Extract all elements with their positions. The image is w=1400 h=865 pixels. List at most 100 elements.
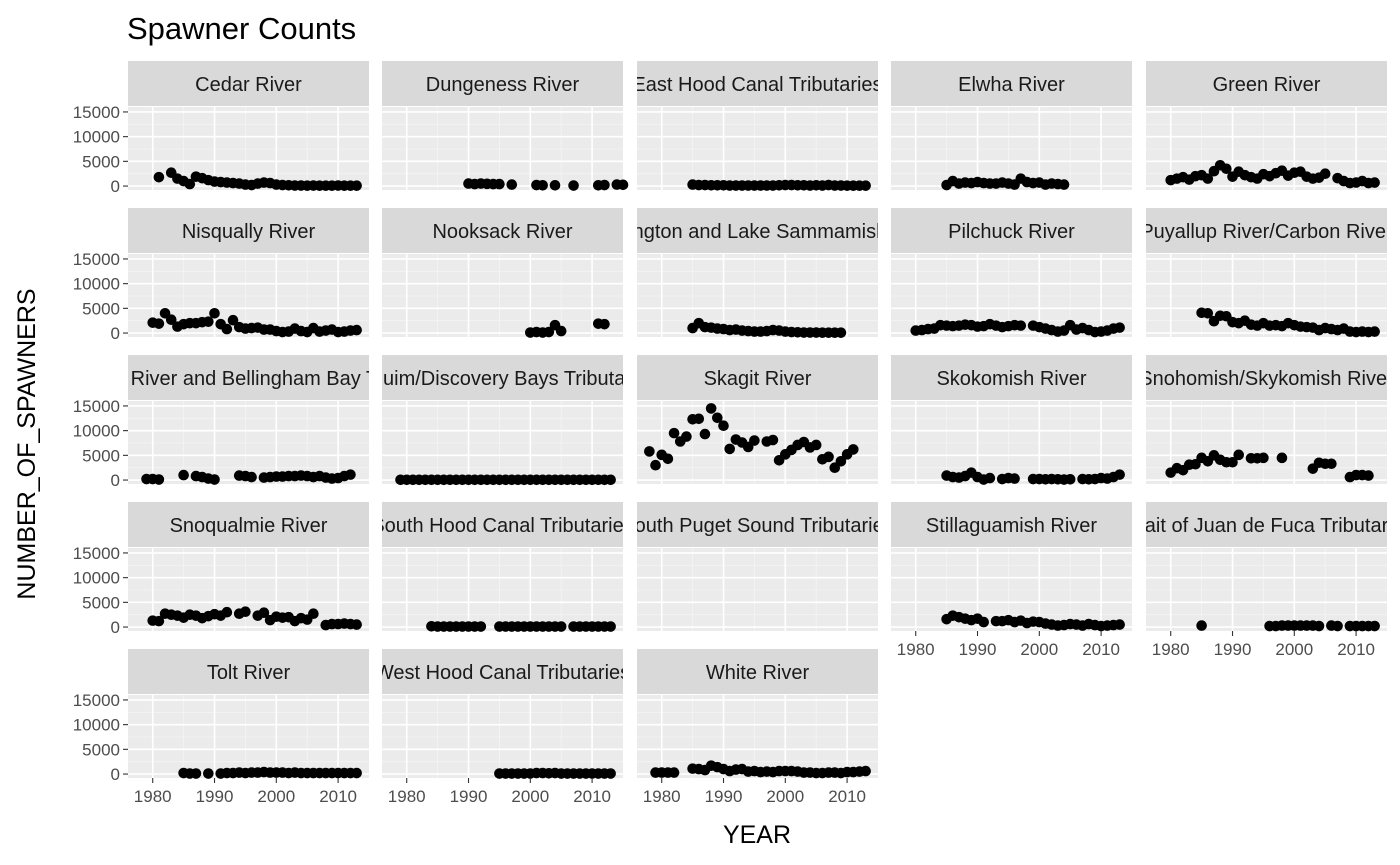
data-points	[941, 610, 1125, 632]
y-tick-label: 0	[111, 471, 120, 490]
facet-strip	[1146, 61, 1387, 106]
data-point	[308, 608, 319, 620]
data-points	[1196, 620, 1380, 632]
y-tick-label: 0	[111, 177, 120, 196]
panel-background	[637, 548, 878, 631]
data-point	[767, 434, 779, 446]
data-points	[1196, 307, 1380, 338]
x-tick-label: 2000	[766, 787, 804, 806]
data-points	[153, 167, 362, 191]
y-tick-label: 5000	[82, 740, 120, 759]
facet-panels: Cedar River 0 5000 10000 15000 Dungeness Rive…	[73, 61, 1400, 806]
panel-snohomish-skykomish-river: Snohomish/Skykomish River	[1146, 355, 1387, 484]
data-points	[395, 474, 616, 486]
facet-strip-label: Cedar River	[195, 74, 302, 96]
x-tick-label: 1980	[388, 787, 426, 806]
facet-strip-label: Elwha River	[958, 74, 1065, 96]
data-point	[227, 314, 239, 326]
data-point	[823, 451, 834, 463]
data-point	[1369, 177, 1380, 188]
data-point	[1326, 458, 1337, 470]
panel-background	[382, 401, 623, 484]
panel-nooksack-river: Nooksack River	[382, 208, 623, 338]
data-points	[687, 179, 871, 191]
data-point	[153, 474, 165, 485]
facet-strip	[128, 649, 369, 694]
y-tick-label: 15000	[73, 691, 120, 710]
data-point	[1202, 307, 1214, 319]
data-point	[681, 431, 692, 442]
data-point	[810, 439, 822, 451]
data-point	[351, 767, 362, 779]
y-tick-label: 15000	[73, 103, 120, 122]
data-point	[1015, 320, 1027, 331]
facet-strip-label: Stillaguamish River	[926, 515, 1098, 537]
x-tick-label: 1990	[196, 787, 234, 806]
panel-background	[637, 107, 878, 190]
facet-strip-label: Nisqually River	[182, 221, 316, 243]
x-tick-label: 2000	[511, 787, 549, 806]
y-tick-label: 15000	[73, 544, 120, 563]
data-point	[345, 469, 356, 480]
panel-green-river: Green River	[1146, 61, 1387, 190]
data-point	[153, 318, 165, 329]
data-point	[209, 474, 220, 485]
facet-strip-label: Puyallup River/Carbon River	[1140, 221, 1393, 243]
panel-south-puget-sound-tributaries: South Puget Sound Tributaries	[637, 502, 878, 631]
facet-strip	[1146, 355, 1387, 400]
data-points	[147, 606, 362, 631]
facet-strip	[637, 649, 878, 694]
data-point	[203, 768, 214, 779]
panel-background	[382, 548, 623, 631]
x-tick-label: 1990	[705, 787, 743, 806]
data-point	[662, 453, 674, 465]
y-tick-label: 10000	[73, 569, 120, 588]
data-point	[1332, 620, 1343, 632]
data-point	[153, 615, 165, 627]
data-points	[494, 767, 616, 779]
panel-dungeness-river: Dungeness River	[382, 61, 629, 191]
data-point	[1363, 470, 1374, 481]
panel-grid	[382, 254, 623, 337]
facet-strip	[382, 502, 623, 547]
facet-strip	[637, 61, 878, 106]
data-point	[712, 412, 723, 424]
facet-strip-label: Tolt River	[207, 662, 291, 684]
facet-strip	[382, 208, 623, 253]
x-tick-label: 2010	[319, 787, 357, 806]
panel-background	[891, 107, 1132, 190]
x-tick-label: 2010	[1082, 640, 1120, 659]
panel-puyallup-river-carbon-river: Puyallup River/Carbon River	[1140, 208, 1393, 338]
data-point	[555, 325, 567, 337]
x-tick-label: 1980	[134, 787, 172, 806]
data-point	[599, 179, 610, 191]
facet-strip	[1146, 208, 1387, 253]
data-point	[718, 420, 729, 432]
data-point	[494, 178, 505, 190]
data-point	[847, 444, 859, 455]
panel-cedar-river: Cedar River 0 5000 10000 15000	[73, 61, 369, 196]
y-tick-label: 10000	[73, 128, 120, 147]
panel-lake-washington-and-lake-sammamish-tributaries: Lake Washington and Lake Sammamish Tribu…	[637, 208, 878, 338]
facet-strip-label: Strait of Juan de Fuca Tributaries	[1119, 515, 1400, 537]
facet-strip	[637, 502, 878, 547]
y-tick-label: 10000	[73, 716, 120, 735]
data-point	[568, 180, 579, 191]
facet-strip-label: Skokomish River	[936, 368, 1086, 390]
data-point	[221, 606, 233, 618]
x-tick-label: 1990	[450, 787, 488, 806]
panel-south-hood-canal-tributaries: South Hood Canal Tributaries	[382, 502, 623, 632]
data-point	[1064, 474, 1076, 485]
panel-skagit-river: Skagit River	[637, 355, 878, 484]
panel-background	[382, 107, 623, 190]
data-point	[1009, 473, 1020, 484]
x-tick-label: 1980	[897, 640, 935, 659]
data-point	[537, 180, 548, 191]
y-tick-label: 0	[111, 324, 120, 343]
facet-strip	[382, 61, 623, 106]
panel-stillaguamish-river: Stillaguamish River 1980 1990 2000 2010	[891, 502, 1132, 659]
facet-strip	[891, 355, 1132, 400]
facet-strip	[891, 61, 1132, 106]
x-tick-label: 2010	[1337, 640, 1375, 659]
data-point	[258, 607, 270, 619]
